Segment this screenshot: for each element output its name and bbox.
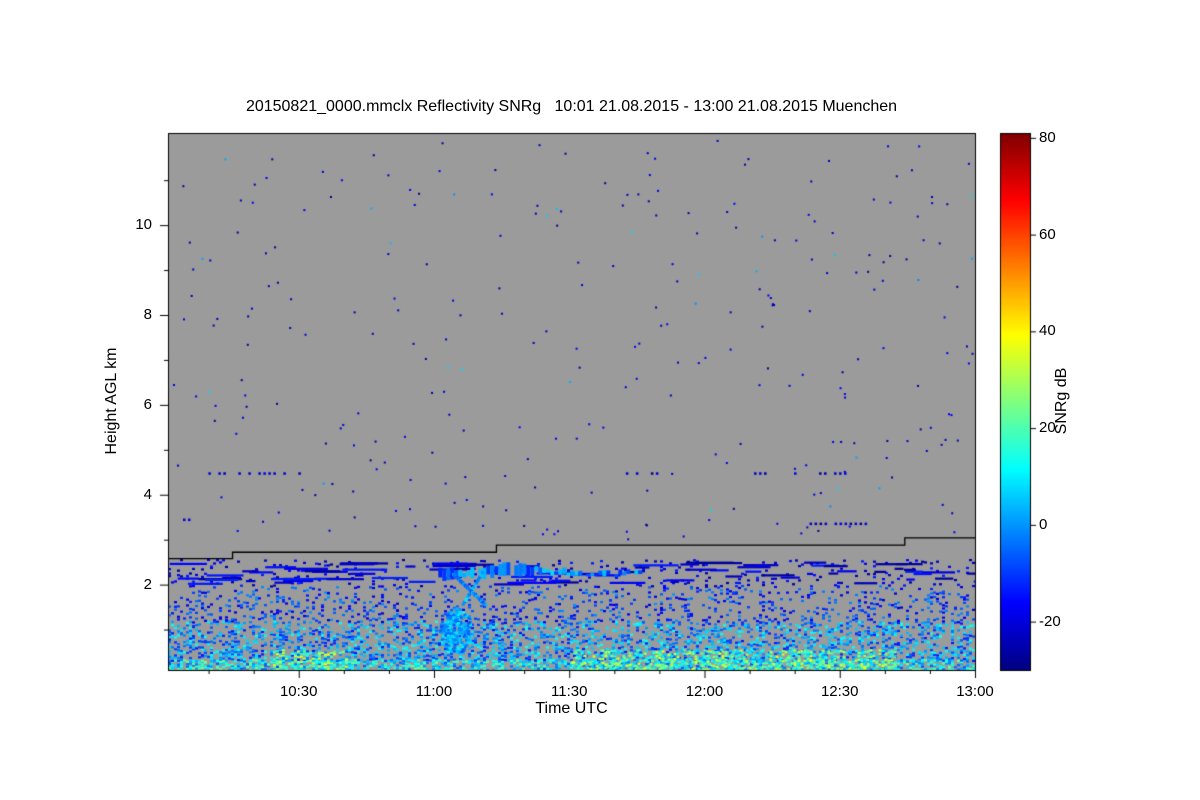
colorbar-tick-label: 80 bbox=[1039, 128, 1056, 146]
x-tick-label: 13:00 bbox=[956, 683, 994, 700]
y-tick-label: 8 bbox=[143, 305, 152, 323]
x-tick-label: 11:00 bbox=[415, 683, 453, 700]
colorbar-tick-label: 40 bbox=[1039, 322, 1056, 340]
x-tick-label: 12:00 bbox=[685, 683, 724, 700]
x-tick-label: 11:30 bbox=[551, 683, 588, 700]
y-tick-label: 10 bbox=[135, 216, 152, 234]
colorbar-tick-label: 0 bbox=[1039, 515, 1048, 533]
y-tick-label: 2 bbox=[143, 575, 152, 593]
x-tick-label: 10:30 bbox=[279, 683, 318, 700]
colorbar-tick-label: 60 bbox=[1039, 225, 1056, 243]
x-tick-label: 12:30 bbox=[820, 683, 859, 700]
colorbar-tick-label: 20 bbox=[1039, 419, 1056, 437]
y-tick-label: 6 bbox=[143, 395, 152, 413]
plot-title: 20150821_0000.mmclx Reflectivity SNRg 10… bbox=[245, 98, 898, 115]
x-axis-title: Time UTC bbox=[535, 700, 608, 717]
colorbar-tick-label: -20 bbox=[1039, 612, 1061, 630]
y-tick-label: 4 bbox=[143, 485, 152, 503]
